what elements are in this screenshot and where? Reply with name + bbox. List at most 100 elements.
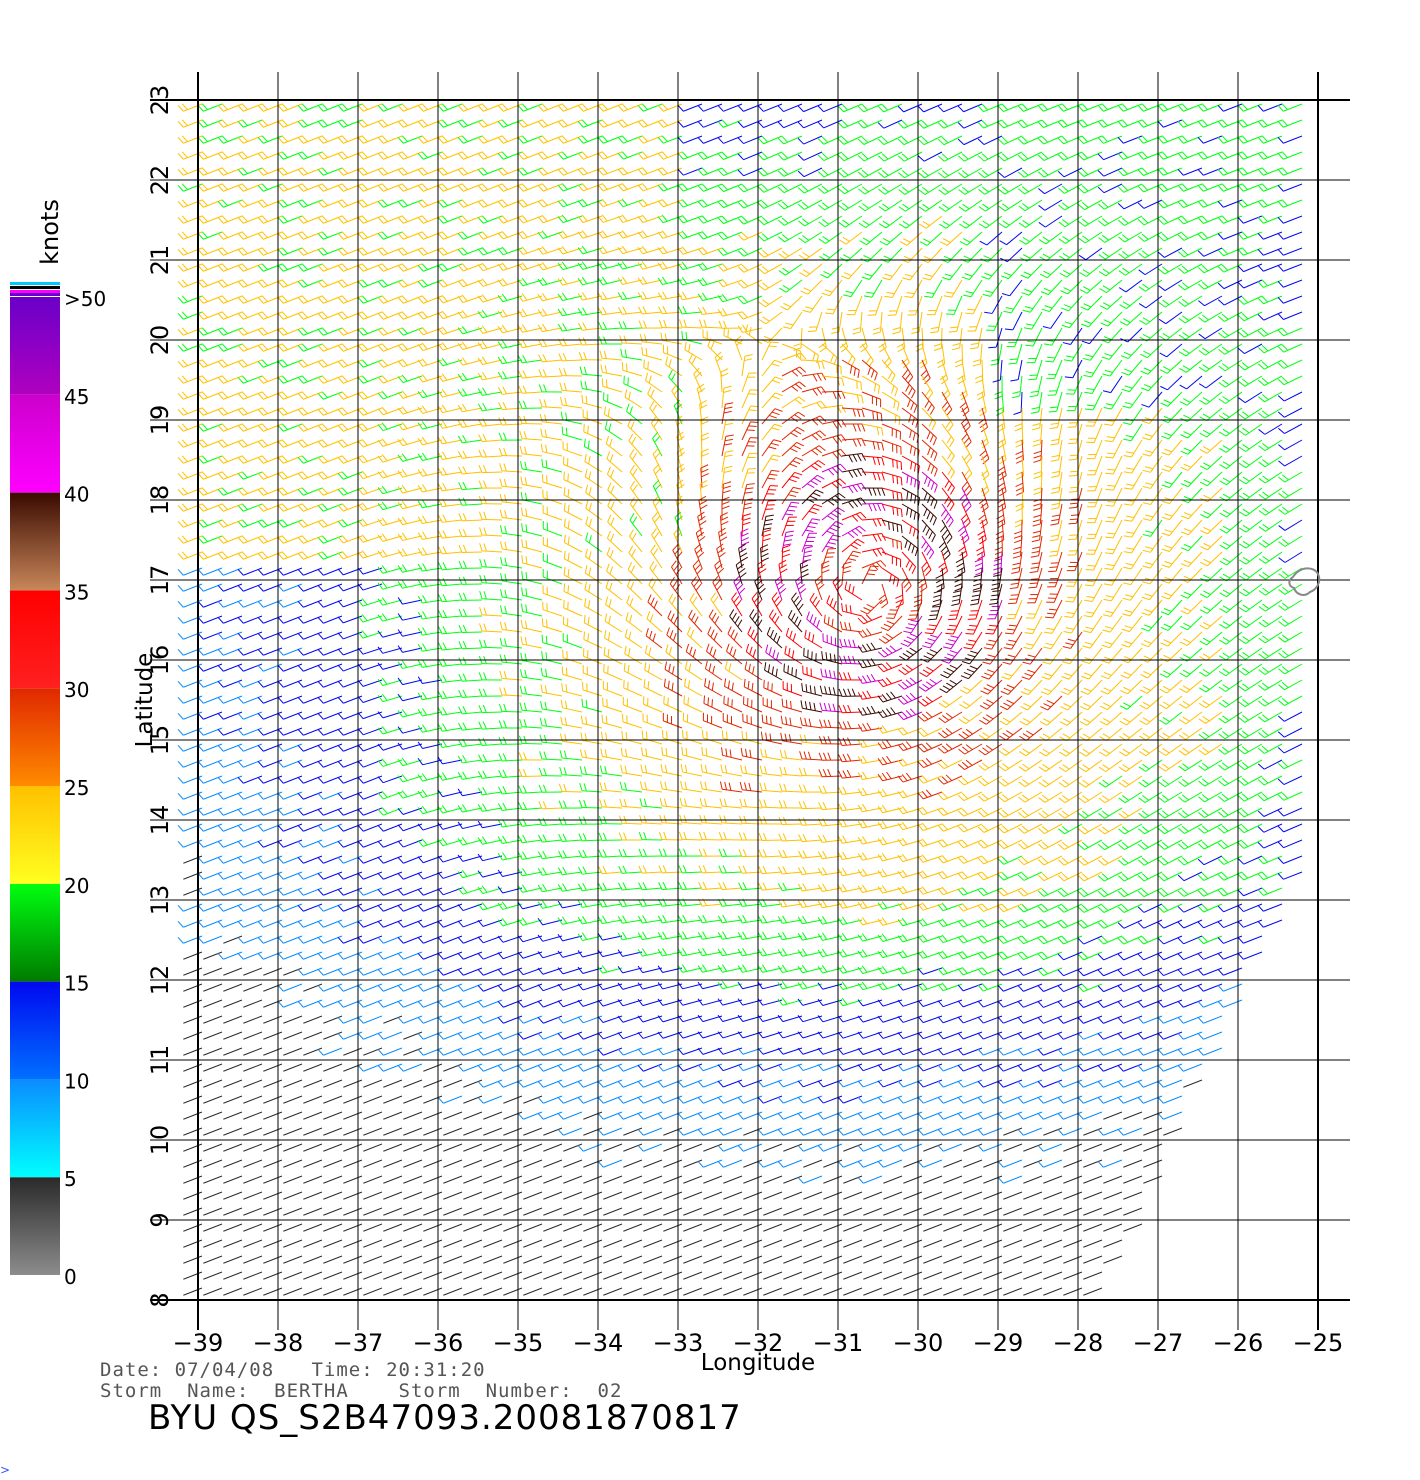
wind-barb <box>397 406 423 415</box>
wind-barb <box>478 480 503 489</box>
wind-barb <box>457 135 483 144</box>
wind-barb <box>277 199 303 208</box>
wind-barb <box>1257 919 1283 928</box>
wind-barb <box>1003 1239 1023 1248</box>
wind-barb <box>539 734 563 745</box>
colorbar-band <box>10 590 60 689</box>
wind-barb <box>837 119 863 129</box>
wind-barb <box>1277 231 1303 240</box>
wind-barb <box>417 484 443 493</box>
wind-barb <box>357 263 383 272</box>
wind-barb <box>542 489 563 505</box>
wind-barb <box>257 807 283 816</box>
wind-barb <box>1237 231 1263 240</box>
wind-barb <box>1138 823 1163 835</box>
wind-barb <box>903 1191 923 1200</box>
wind-barb <box>837 802 863 812</box>
wind-barb <box>377 263 403 272</box>
wind-barb <box>483 1287 503 1296</box>
wind-barb <box>557 866 583 876</box>
longitude-tick-label: −37 <box>333 1329 384 1357</box>
wind-barb <box>1063 1271 1083 1280</box>
wind-barb <box>1218 727 1243 740</box>
wind-barb <box>693 367 703 393</box>
wind-barb <box>1142 423 1163 441</box>
wind-barb <box>397 167 423 176</box>
wind-barb <box>1277 103 1303 112</box>
wind-barb <box>721 450 734 473</box>
wind-barb <box>837 949 863 958</box>
wind-barb <box>277 295 303 304</box>
wind-barb <box>1084 375 1103 394</box>
wind-barb <box>717 278 743 288</box>
wind-barb <box>463 1239 483 1248</box>
wind-barb <box>479 543 503 553</box>
wind-barb <box>1101 631 1123 649</box>
wind-barb <box>918 678 943 692</box>
wind-barb <box>563 518 583 537</box>
wind-barb <box>714 351 724 377</box>
wind-barb <box>797 167 823 178</box>
wind-barb <box>237 743 263 752</box>
wind-barb <box>959 487 972 513</box>
wind-barb <box>1219 439 1243 453</box>
wind-barb <box>297 679 323 688</box>
wind-barb <box>677 103 703 112</box>
wind-barb <box>584 469 603 489</box>
wind-barb <box>543 1223 563 1232</box>
wind-barb <box>1237 295 1263 305</box>
wind-barb <box>523 1255 543 1264</box>
colorbar-tick-label: 45 <box>64 385 89 409</box>
wind-barb <box>1217 103 1243 112</box>
wind-barb <box>383 1175 403 1184</box>
wind-barb <box>1040 679 1063 696</box>
wind-barb <box>1258 535 1283 548</box>
wind-barb <box>217 663 243 672</box>
wind-barb <box>317 215 343 224</box>
wind-barb <box>618 865 643 874</box>
wind-barb <box>458 497 483 506</box>
wind-barb <box>999 727 1023 741</box>
wind-barb <box>499 478 523 489</box>
wind-barb <box>785 627 803 649</box>
wind-barb <box>583 648 603 665</box>
wind-barb <box>838 753 863 763</box>
wind-barb <box>477 199 503 208</box>
wind-barb <box>1117 135 1143 144</box>
wind-barb <box>1161 583 1183 600</box>
wind-barb <box>277 423 303 432</box>
longitude-tick-label: −28 <box>1053 1329 1104 1357</box>
wind-barb <box>1004 311 1023 331</box>
wind-barb <box>841 482 867 494</box>
wind-barb <box>257 583 283 592</box>
wind-barb <box>377 215 403 224</box>
wind-barb <box>477 356 503 365</box>
wind-barb <box>323 1079 343 1088</box>
wind-barb <box>1117 903 1143 913</box>
wind-barb <box>939 679 963 694</box>
wind-barb <box>417 167 443 176</box>
wind-barb <box>203 983 223 992</box>
wind-barb <box>257 743 283 752</box>
wind-barb <box>1157 215 1183 225</box>
wind-barb <box>961 471 973 496</box>
wind-barb <box>763 679 783 697</box>
wind-barb <box>781 411 806 425</box>
wind-barb <box>737 247 763 257</box>
wind-barb <box>657 119 683 128</box>
wind-barb <box>837 167 863 178</box>
wind-barb <box>943 279 963 298</box>
wind-barb <box>1023 1191 1043 1200</box>
wind-barb <box>757 231 783 242</box>
wind-barb <box>689 592 703 617</box>
wind-barb <box>861 407 883 422</box>
wind-barb <box>1038 215 1063 228</box>
wind-barb <box>1143 1143 1163 1152</box>
wind-barb <box>1017 839 1043 850</box>
wind-barb <box>297 279 323 288</box>
wind-barb <box>583 1271 603 1280</box>
wind-barb <box>657 151 683 160</box>
colorbar-band <box>10 492 60 591</box>
wind-barb <box>863 279 883 298</box>
longitude-tick-label: −36 <box>413 1329 464 1357</box>
